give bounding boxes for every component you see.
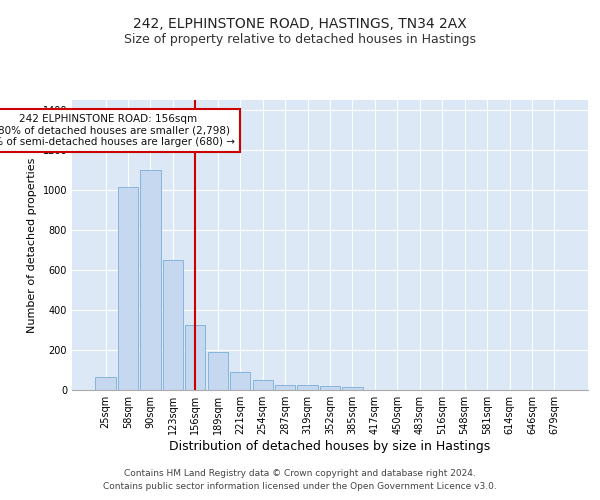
Text: 242 ELPHINSTONE ROAD: 156sqm
← 80% of detached houses are smaller (2,798)
19% of: 242 ELPHINSTONE ROAD: 156sqm ← 80% of de… <box>0 114 235 147</box>
Bar <box>275 385 295 390</box>
Bar <box>140 170 161 390</box>
Text: 242, ELPHINSTONE ROAD, HASTINGS, TN34 2AX: 242, ELPHINSTONE ROAD, HASTINGS, TN34 2A… <box>133 18 467 32</box>
Bar <box>298 385 317 390</box>
Text: Size of property relative to detached houses in Hastings: Size of property relative to detached ho… <box>124 32 476 46</box>
Bar <box>343 387 362 390</box>
Bar <box>163 260 183 390</box>
Bar <box>118 187 138 390</box>
Bar <box>95 377 116 390</box>
Bar <box>185 325 205 390</box>
Bar <box>208 352 228 390</box>
Text: Contains HM Land Registry data © Crown copyright and database right 2024.: Contains HM Land Registry data © Crown c… <box>124 468 476 477</box>
Bar <box>253 380 273 390</box>
Text: Contains public sector information licensed under the Open Government Licence v3: Contains public sector information licen… <box>103 482 497 491</box>
Y-axis label: Number of detached properties: Number of detached properties <box>27 158 37 332</box>
X-axis label: Distribution of detached houses by size in Hastings: Distribution of detached houses by size … <box>169 440 491 453</box>
Bar <box>320 386 340 390</box>
Bar <box>230 372 250 390</box>
